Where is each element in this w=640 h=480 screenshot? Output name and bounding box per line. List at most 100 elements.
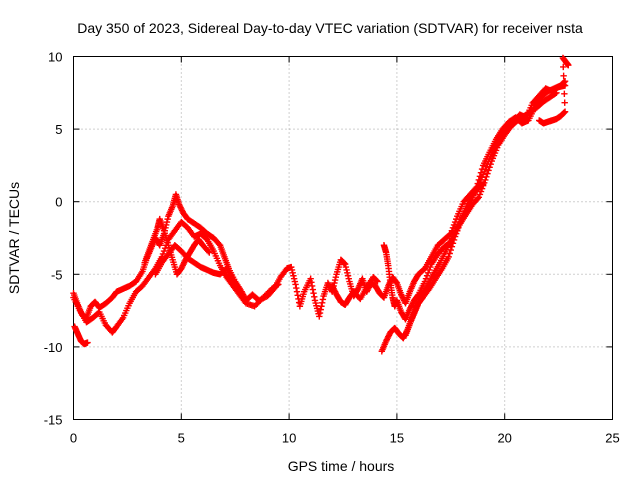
y-tick-label: 0 — [55, 195, 62, 210]
data-point — [478, 182, 486, 189]
data-point — [293, 284, 300, 292]
data-point — [332, 274, 340, 281]
data-point — [483, 173, 490, 180]
data-point — [345, 275, 352, 282]
data-point — [445, 253, 452, 261]
data-point — [427, 263, 434, 271]
data-point — [164, 215, 171, 223]
data-point — [561, 82, 569, 89]
data-point — [479, 181, 487, 188]
data-point — [318, 299, 326, 307]
data-point — [560, 63, 567, 71]
data-point — [561, 109, 568, 116]
data-point — [446, 239, 453, 247]
data-point — [561, 90, 568, 97]
data-point — [319, 296, 327, 303]
data-point — [486, 164, 493, 171]
data-point — [424, 269, 432, 277]
data-point — [560, 72, 567, 80]
data-point — [159, 250, 167, 258]
data-point — [421, 278, 429, 285]
series-track-d — [141, 215, 213, 278]
tick-layer: 0 5 10 15 20 25 -15 -10 -5 0 5 10 — [44, 50, 620, 446]
data-point — [475, 194, 483, 201]
data-point — [484, 170, 491, 177]
data-point — [288, 266, 296, 274]
data-point — [450, 221, 458, 229]
data-marks — [70, 54, 572, 355]
data-point — [474, 195, 481, 202]
x-tick-label: 10 — [282, 431, 296, 446]
data-point — [236, 285, 243, 293]
y-tick-label: -10 — [44, 340, 63, 355]
data-point — [561, 108, 569, 115]
series-track-j — [329, 274, 381, 308]
data-point — [293, 288, 301, 295]
y-axis-label: SDTVAR / TECUs — [6, 182, 22, 294]
data-point — [163, 218, 171, 226]
data-point — [307, 275, 314, 282]
data-point — [553, 89, 560, 96]
x-tick-label: 20 — [497, 431, 511, 446]
data-point — [317, 306, 324, 313]
data-point — [84, 339, 91, 346]
data-point — [160, 247, 168, 255]
chart-title: Day 350 of 2023, Sidereal Day-to-day VTE… — [77, 20, 583, 36]
data-point — [561, 99, 568, 106]
data-point — [310, 289, 317, 297]
data-point — [422, 275, 430, 282]
data-point — [565, 62, 572, 69]
series-track-g — [535, 54, 572, 127]
x-tick-label: 25 — [605, 431, 619, 446]
data-point — [205, 248, 212, 255]
data-point — [343, 266, 350, 274]
data-point — [331, 276, 339, 284]
data-point — [482, 176, 489, 184]
series-track-f — [378, 89, 560, 355]
x-tick-label: 15 — [390, 431, 404, 446]
series-track-h — [71, 323, 91, 348]
data-point — [294, 292, 301, 299]
series-track-i — [380, 181, 487, 323]
data-point — [309, 286, 317, 293]
data-point — [308, 279, 315, 286]
y-tick-label: 10 — [48, 50, 62, 65]
data-point — [342, 263, 350, 271]
data-point — [423, 272, 431, 279]
data-point — [560, 81, 568, 89]
data-point — [341, 260, 348, 267]
data-point — [446, 250, 453, 257]
data-point — [344, 269, 351, 277]
data-point — [373, 277, 380, 285]
x-tick-label: 5 — [178, 431, 185, 446]
y-tick-label: -15 — [44, 413, 63, 428]
data-point — [487, 160, 494, 168]
data-point — [476, 191, 484, 198]
data-point — [274, 281, 281, 289]
data-point — [341, 260, 349, 268]
y-tick-label: 5 — [55, 122, 62, 137]
data-point — [374, 278, 381, 285]
plot-frame — [73, 56, 613, 420]
data-point — [344, 272, 352, 279]
data-point — [318, 303, 325, 310]
data-point — [448, 243, 456, 250]
data-point — [426, 266, 433, 274]
data-point — [452, 215, 460, 223]
data-point — [292, 281, 299, 288]
data-point — [485, 167, 492, 174]
data-point — [290, 272, 297, 279]
series-track-b — [70, 218, 282, 336]
x-axis-label: GPS time / hours — [288, 458, 395, 474]
data-point — [289, 269, 296, 277]
data-point — [206, 249, 213, 256]
grid-layer — [73, 56, 613, 420]
data-point — [288, 263, 295, 271]
data-point — [449, 224, 457, 232]
data-point — [275, 281, 282, 288]
y-tick-label: -5 — [51, 267, 63, 282]
data-point — [308, 282, 316, 290]
data-point — [291, 278, 299, 285]
data-point — [552, 90, 559, 97]
